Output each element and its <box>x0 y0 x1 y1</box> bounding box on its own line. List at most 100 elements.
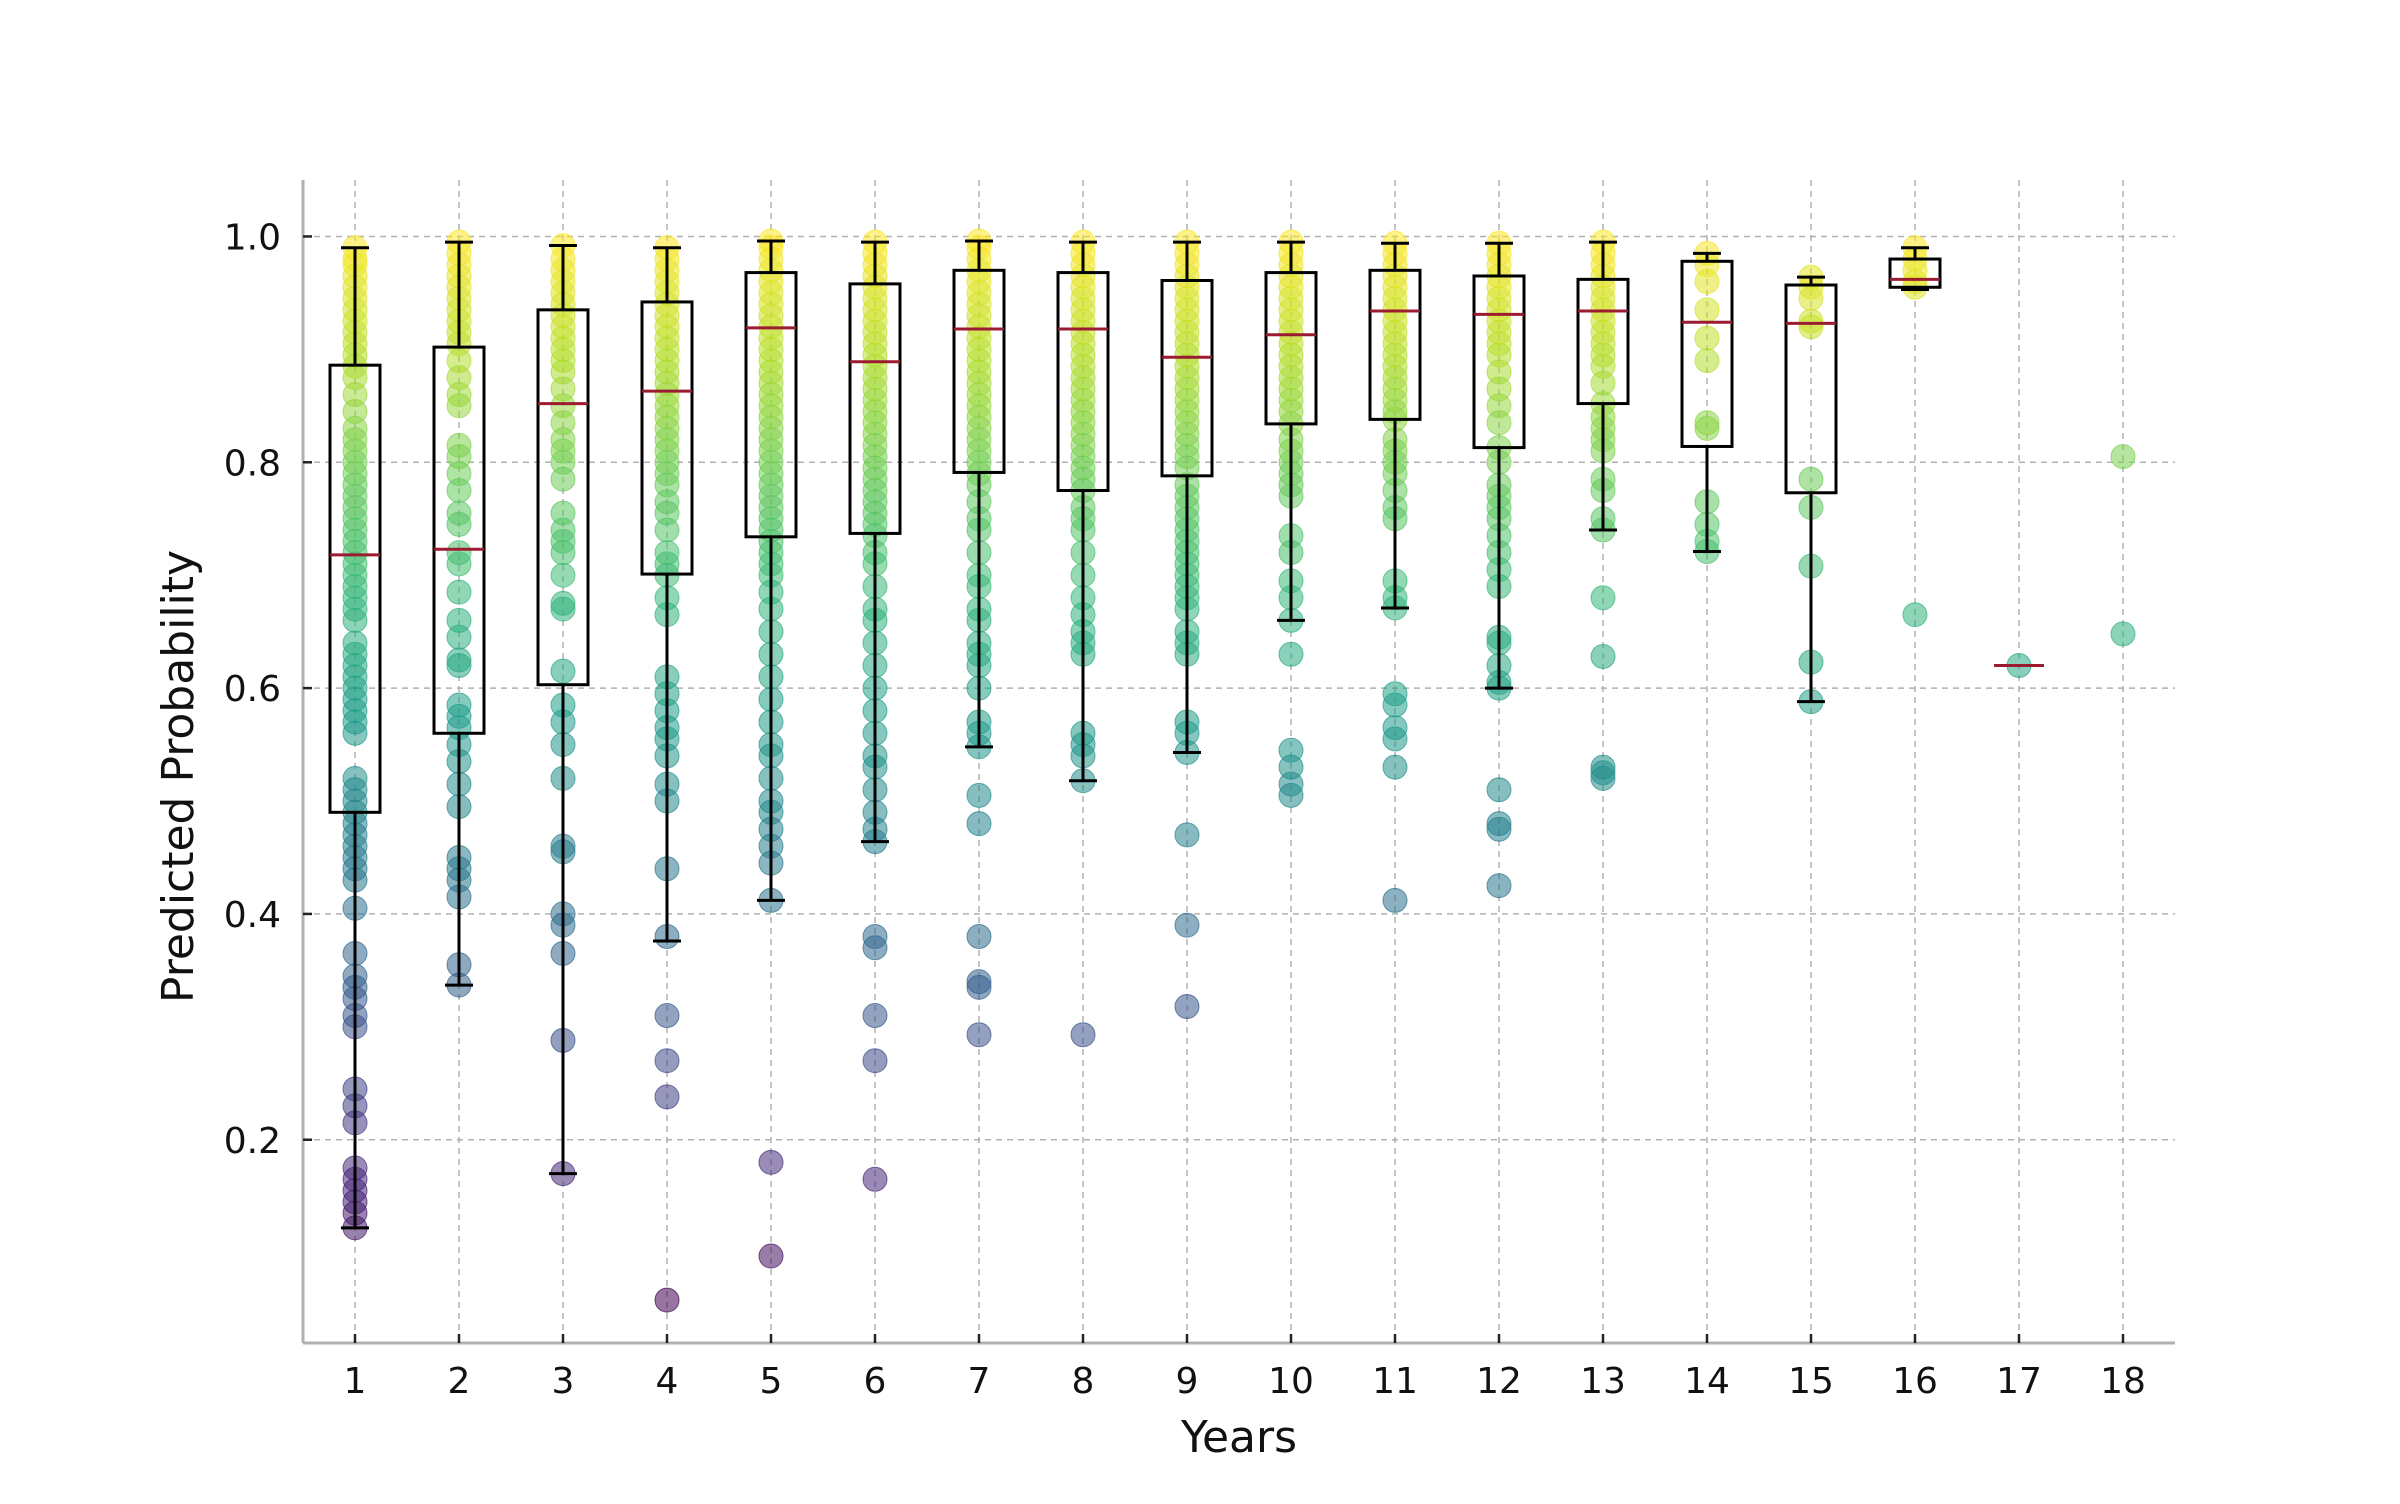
y-tick-label: 0.4 <box>224 895 281 936</box>
scatter-point <box>1382 754 1408 780</box>
scatter-point <box>1070 1022 1096 1048</box>
scatter-point <box>758 1149 784 1175</box>
box-iqr <box>1056 271 1110 493</box>
scatter-point <box>1694 269 1720 295</box>
box-iqr <box>1784 283 1838 495</box>
scatter-point <box>1382 887 1408 913</box>
box-iqr <box>432 345 486 735</box>
scatter-point <box>550 658 576 684</box>
scatter-point <box>1694 325 1720 351</box>
box-iqr <box>1680 259 1734 448</box>
x-tick-label: 3 <box>552 1361 575 1402</box>
scatter-point <box>550 466 576 492</box>
x-tick-label: 17 <box>1996 1361 2042 1402</box>
scatter-point <box>654 1003 680 1029</box>
box-iqr <box>640 300 694 576</box>
y-axis-label: Predicted Probability <box>153 550 204 1003</box>
grid-layer <box>303 180 2175 1343</box>
scatter-point <box>1486 777 1512 803</box>
scatter-point <box>1590 643 1616 669</box>
scatter-point <box>1174 912 1200 938</box>
box-iqr <box>1576 277 1630 406</box>
scatter-point <box>1486 873 1512 899</box>
box-iqr <box>1888 257 1942 289</box>
x-tick-label: 18 <box>2100 1361 2146 1402</box>
box-iqr <box>848 282 902 535</box>
scatter-point <box>550 596 576 622</box>
scatter-point <box>550 540 576 566</box>
scatter-point <box>1174 994 1200 1020</box>
tick-layer: 0.20.40.60.81.01 2 3 4 5 6 7 8 9 10 11 12 13 14 15 16 17… <box>224 217 2146 1402</box>
scatter-point <box>654 1084 680 1110</box>
scatter-point <box>446 478 472 504</box>
box-iqr <box>328 363 382 814</box>
scatter-point <box>342 720 368 746</box>
x-tick-label: 7 <box>968 1361 991 1402</box>
x-tick-label: 16 <box>1892 1361 1938 1402</box>
scatter-point <box>1694 415 1720 441</box>
scatter-point <box>1278 782 1304 808</box>
scatter-point <box>446 393 472 419</box>
scatter-point <box>862 1003 888 1029</box>
scatter-point <box>1694 297 1720 323</box>
scatter-point <box>1798 466 1824 492</box>
box-iqr <box>1160 278 1214 478</box>
x-tick-label: 8 <box>1072 1361 1095 1402</box>
box-iqr <box>744 271 798 539</box>
box-iqr <box>1264 271 1318 426</box>
x-tick-label: 4 <box>656 1361 679 1402</box>
axes-layer <box>301 180 2175 1345</box>
y-tick-label: 0.2 <box>224 1121 281 1162</box>
scatter-point <box>862 1048 888 1074</box>
x-axis-label: Years <box>1180 1412 1297 1463</box>
box-iqr <box>1368 268 1422 421</box>
scatter-point <box>654 517 680 543</box>
scatter-point <box>1382 726 1408 752</box>
scatter-point <box>446 551 472 577</box>
scatter-point <box>1590 585 1616 611</box>
x-tick-label: 11 <box>1372 1361 1418 1402</box>
x-tick-label: 9 <box>1176 1361 1199 1402</box>
box-iqr <box>536 308 590 687</box>
scatter-point <box>1382 692 1408 718</box>
box-layer <box>328 239 2044 1230</box>
x-tick-label: 13 <box>1580 1361 1626 1402</box>
scatter-point <box>1486 816 1512 842</box>
x-tick-label: 6 <box>864 1361 887 1402</box>
y-tick-label: 0.8 <box>224 443 281 484</box>
scatter-point <box>2110 621 2136 647</box>
scatter-point <box>862 1166 888 1192</box>
x-tick-label: 2 <box>448 1361 471 1402</box>
box-iqr <box>952 268 1006 474</box>
x-tick-label: 5 <box>760 1361 783 1402</box>
scatter-point <box>654 1287 680 1313</box>
scatter-point <box>1174 822 1200 848</box>
scatter-point <box>550 562 576 588</box>
scatter-point <box>2110 444 2136 470</box>
scatter-point <box>654 1048 680 1074</box>
scatter-point <box>342 607 368 633</box>
x-tick-label: 12 <box>1476 1361 1522 1402</box>
scatter-point <box>1798 286 1824 312</box>
scatter-point <box>966 1022 992 1048</box>
scatter-point <box>1902 602 1928 628</box>
scatter-point <box>446 579 472 605</box>
scatter-point <box>966 782 992 808</box>
scatter-point <box>758 1243 784 1269</box>
box-iqr <box>1472 274 1526 450</box>
scatter-point <box>1590 765 1616 791</box>
scatter-point <box>862 935 888 961</box>
x-tick-label: 15 <box>1788 1361 1834 1402</box>
scatter-point <box>966 924 992 950</box>
scatter-point <box>966 811 992 837</box>
scatter-point <box>1486 410 1512 436</box>
scatter-point <box>966 974 992 1000</box>
scatter-point <box>1278 641 1304 667</box>
scatter-point <box>446 653 472 679</box>
scatter-point <box>446 511 472 537</box>
y-tick-label: 1.0 <box>224 217 281 258</box>
scatter-point <box>1694 348 1720 374</box>
x-tick-label: 14 <box>1684 1361 1730 1402</box>
